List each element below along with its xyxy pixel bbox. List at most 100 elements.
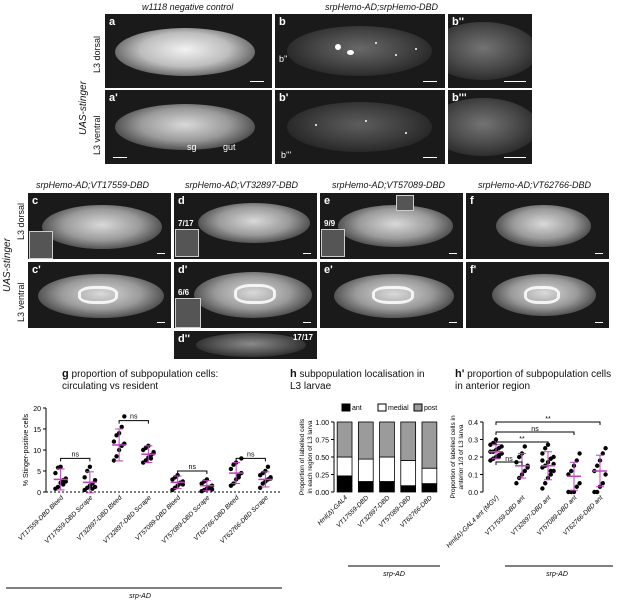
larva-image: [115, 28, 255, 76]
panel-label: c': [32, 264, 41, 276]
inset: [29, 231, 53, 259]
chart-h-title-text: subpopulation localisation in L3 larvae: [290, 369, 425, 392]
data-point: [551, 454, 556, 460]
y-tick-label: 0.2: [468, 455, 478, 462]
inset: [321, 229, 345, 257]
header-control: w1118 negative control: [142, 2, 234, 12]
y-tick-label: 5: [37, 469, 41, 476]
chart-g: 0 5 10 15 20% Stinger-positive cells VT17559-…: [6, 406, 282, 600]
x-tick-label: VT57089-DBD Scrape: [161, 494, 212, 545]
bar-medial: [421, 467, 438, 484]
larva-image: [287, 102, 432, 152]
larva-image: [287, 26, 432, 76]
x-tick-label: VT17559-DBD Scrape: [44, 494, 95, 545]
y-tick-label: 0.4: [468, 420, 478, 427]
header-vt62766: srpHemo-AD;VT62766-DBD: [478, 180, 592, 190]
panel-a: a: [105, 14, 272, 88]
panel-label: d'': [178, 333, 190, 345]
data-point: [151, 449, 156, 455]
legend-label: ant: [352, 405, 362, 412]
bar-post: [357, 421, 374, 460]
panel-a-prime: a' sg gut: [105, 90, 272, 164]
bar-post: [336, 421, 353, 458]
significance-label: ns: [531, 426, 539, 433]
panel-label: d': [178, 264, 188, 276]
data-point: [228, 466, 234, 472]
data-point: [87, 464, 93, 469]
panel-label: b''': [452, 92, 467, 104]
legend-swatch: [377, 403, 387, 412]
bar-ant: [336, 475, 353, 493]
header-vt17559: srpHemo-AD;VT17559-DBD: [36, 180, 150, 190]
significance-label: **: [545, 416, 551, 423]
significance-label: ns: [247, 451, 255, 458]
significance-bracket: [118, 420, 149, 424]
data-point: [543, 446, 548, 451]
count-d-double-prime: 17/17: [292, 333, 313, 342]
header-srphemo: srpHemo-AD;srpHemo-DBD: [325, 2, 439, 12]
data-point: [58, 464, 63, 469]
data-point: [55, 484, 61, 490]
annotation-b2: b'': [279, 54, 288, 64]
data-point: [122, 414, 127, 419]
count-e: 9/9: [324, 219, 336, 228]
bar-post: [379, 421, 395, 458]
data-point: [540, 458, 545, 463]
bar-medial: [357, 458, 374, 482]
header-vt57089: srpHemo-AD;VT57089-DBD: [332, 180, 446, 190]
panel-e: e 9/9: [320, 193, 463, 259]
y-axis-label: % Stinger-positive cells: [23, 413, 30, 486]
data-point: [517, 454, 522, 460]
data-point: [92, 484, 98, 490]
y-tick-label: 10: [33, 448, 41, 455]
row-label-ventral-top: L3 ventral: [92, 115, 102, 155]
inset: [175, 229, 199, 257]
group-label: srp-AD: [129, 593, 151, 600]
data-point: [543, 481, 548, 486]
scale-bar: [303, 321, 311, 323]
data-point: [595, 489, 600, 495]
significance-label: ns: [72, 451, 80, 458]
data-point: [143, 458, 148, 463]
panel-label: e': [324, 264, 333, 276]
larva-image: [448, 22, 532, 80]
count-d-prime: 6/6: [178, 288, 190, 297]
larva-image: [115, 104, 255, 150]
header-vt32897: srpHemo-AD;VT32897-DBD: [185, 180, 299, 190]
data-point: [540, 451, 545, 456]
chart-h: 0.00 0.25 0.50 0.75 1.00 Proportion of labell…: [299, 403, 440, 578]
panel-label-h: h: [290, 368, 297, 380]
data-point: [265, 464, 271, 469]
bar-medial: [400, 460, 417, 487]
legend-swatch: [413, 403, 423, 412]
bar-post: [400, 421, 417, 461]
group-label: srp-AD: [383, 571, 405, 578]
group-label: srp-AD: [546, 571, 568, 578]
bar-ant: [357, 481, 374, 493]
annotation-b3: b''': [281, 150, 292, 160]
data-point: [111, 458, 117, 463]
panel-label: c: [32, 195, 39, 207]
data-point: [493, 437, 499, 442]
scale-bar: [595, 321, 603, 323]
x-tick-label: VT32897-DBD Scrape: [102, 494, 153, 545]
larva-image: [42, 205, 162, 249]
bar-ant: [379, 481, 395, 493]
data-point: [571, 489, 577, 495]
panel-label: b: [279, 16, 286, 28]
data-point: [82, 475, 87, 480]
side-label-top: UAS-stinger: [78, 81, 89, 135]
larva-image: [196, 333, 306, 357]
significance-label: ns: [505, 456, 513, 463]
bar-medial: [336, 456, 353, 477]
data-point: [496, 454, 501, 460]
y-tick-label: 20: [33, 406, 41, 413]
scale-bar: [449, 252, 457, 254]
data-point: [111, 439, 117, 444]
panel-label: b'': [452, 16, 464, 28]
panel-label-h2: h': [455, 368, 465, 380]
row-label-dorsal-middle: L3 dorsal: [16, 202, 26, 240]
panel-label: e: [324, 195, 331, 207]
scale-bar: [157, 252, 165, 254]
data-point: [499, 444, 504, 449]
